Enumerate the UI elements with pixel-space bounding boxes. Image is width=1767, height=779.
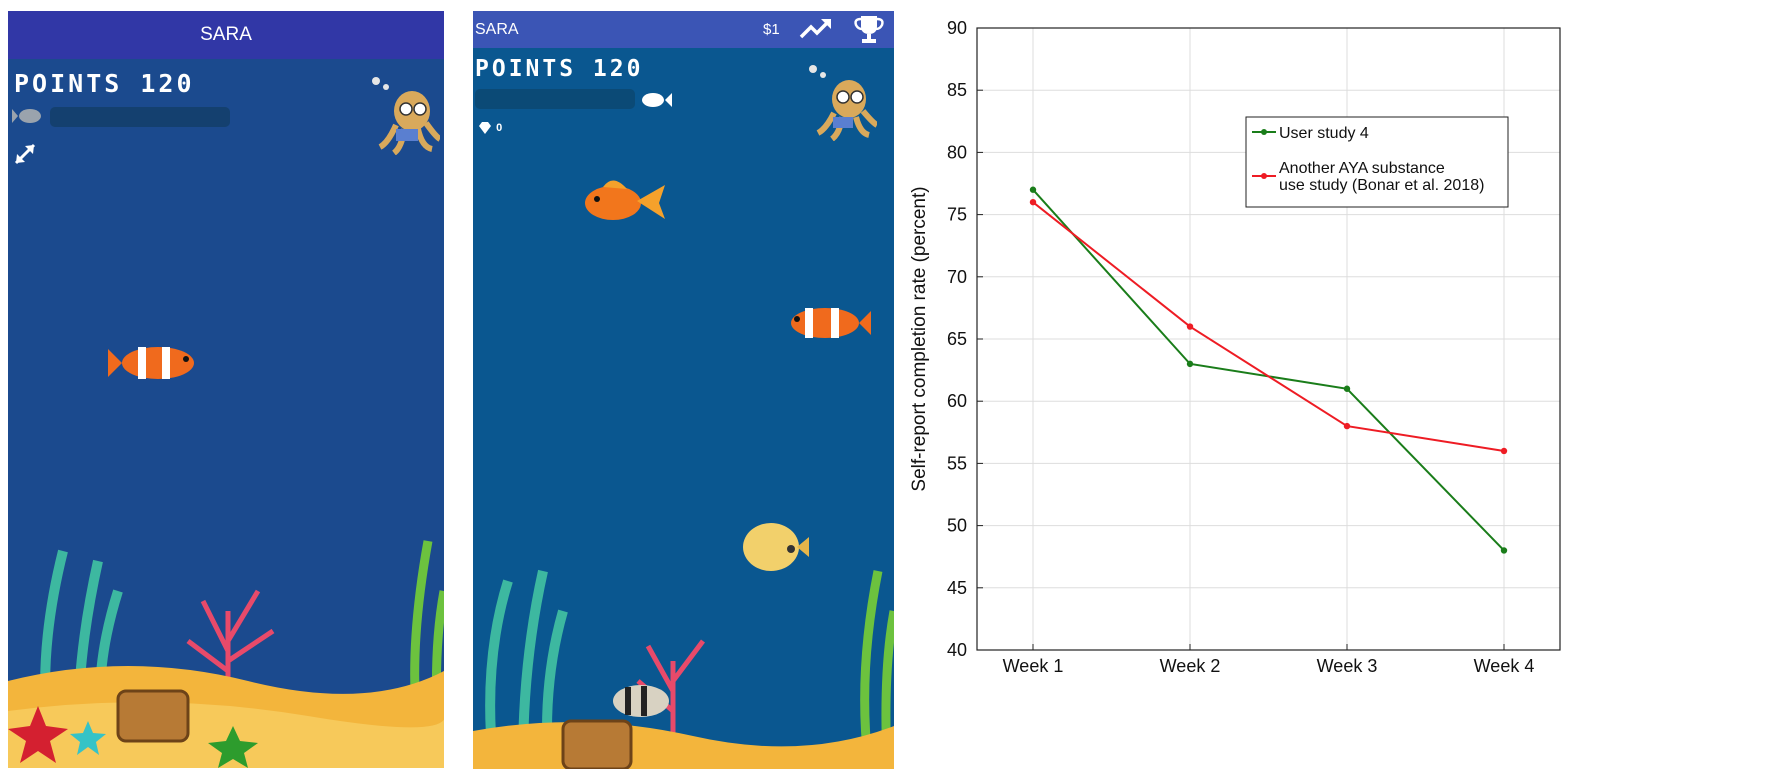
legend-marker <box>1261 173 1267 179</box>
game-screen-2: SARA $1 POINTS 120 0 <box>473 11 894 769</box>
y-axis-label: Self-report completion rate (percent) <box>909 186 930 491</box>
y-tick-label: 70 <box>947 267 967 287</box>
clownfish-icon <box>791 308 871 338</box>
app-bar: SARA $1 <box>473 11 894 48</box>
trophy-icon[interactable] <box>853 14 885 44</box>
game-screen-1: SARA POINTS 120 <box>8 11 444 768</box>
y-tick-label: 65 <box>947 329 967 349</box>
progress-bar <box>50 107 230 127</box>
progress-bar <box>475 89 635 109</box>
y-tick-label: 80 <box>947 142 967 162</box>
octopus-icon <box>809 65 877 141</box>
expand-icon[interactable] <box>12 141 38 167</box>
y-tick-label: 55 <box>947 453 967 473</box>
y-axis: 40 45 50 55 60 65 70 75 80 85 90 <box>947 18 983 660</box>
y-tick-label: 75 <box>947 205 967 225</box>
app-title: SARA <box>200 24 252 45</box>
legend: User study 4 Another AYA substance use stu… <box>1245 116 1509 208</box>
fish-icon <box>12 109 41 123</box>
fish-icon <box>642 93 672 107</box>
x-tick-label: Week 1 <box>1003 656 1064 676</box>
y-tick-label: 60 <box>947 391 967 411</box>
legend-label-2: Another AYA substance use study (Bonar et… <box>1279 160 1484 194</box>
data-point <box>1029 186 1037 193</box>
legend-box <box>1245 116 1509 208</box>
series-line-2 <box>1032 201 1505 452</box>
goldfish-icon <box>585 180 665 220</box>
seabed <box>473 569 894 769</box>
data-point <box>1029 198 1037 206</box>
octopus-icon <box>372 77 440 155</box>
x-axis: Week 1 Week 2 Week 3 Week 4 <box>1003 644 1535 676</box>
clownfish-icon <box>108 347 194 379</box>
data-point <box>1500 447 1508 455</box>
plot-area <box>976 27 1561 651</box>
butterflyfish-icon <box>743 523 809 571</box>
y-tick-label: 50 <box>947 516 967 536</box>
y-tick-label: 85 <box>947 80 967 100</box>
y-tick-label: 90 <box>947 18 967 38</box>
data-point <box>1343 422 1351 430</box>
gem-counter: 0 <box>477 122 517 138</box>
seabed <box>8 540 444 768</box>
x-tick-label: Week 4 <box>1474 656 1535 676</box>
y-tick-label: 40 <box>947 640 967 660</box>
diamond-icon <box>479 122 491 135</box>
app-bar: SARA <box>8 11 444 59</box>
series-lines <box>1029 186 1508 554</box>
legend-marker <box>1261 129 1267 135</box>
legend-label-1: User study 4 <box>1279 125 1369 142</box>
money-label: $1 <box>763 21 780 38</box>
app-title: SARA <box>475 21 519 38</box>
data-point <box>1500 547 1508 554</box>
data-point <box>1343 385 1351 392</box>
points-label: POINTS 120 <box>475 56 644 82</box>
series-line-1 <box>1032 189 1505 552</box>
data-point <box>1186 323 1194 330</box>
data-point <box>1186 360 1194 368</box>
y-tick-label: 45 <box>947 578 967 598</box>
gem-count: 0 <box>496 122 503 134</box>
trending-up-icon[interactable] <box>799 17 833 41</box>
x-tick-label: Week 3 <box>1317 656 1378 676</box>
points-label: POINTS 120 <box>14 69 195 98</box>
x-tick-label: Week 2 <box>1160 656 1221 676</box>
